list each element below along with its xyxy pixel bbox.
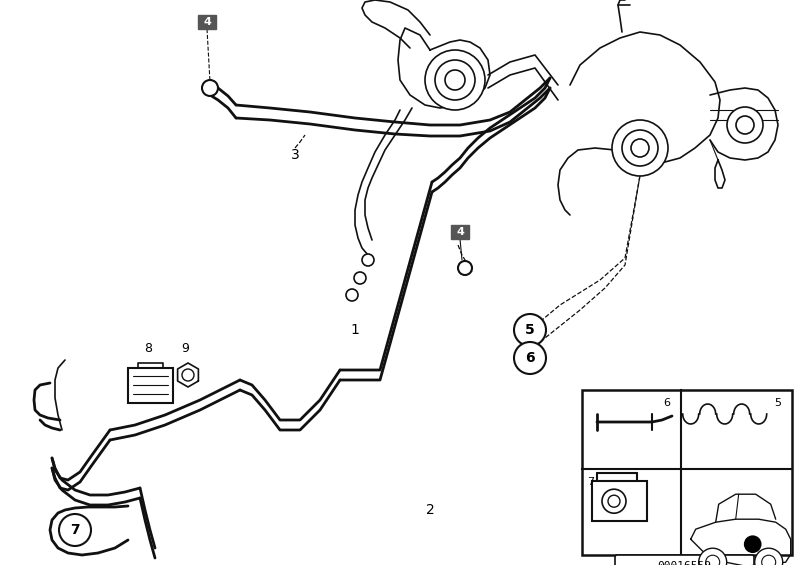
Circle shape <box>202 80 218 96</box>
Text: 8: 8 <box>144 341 152 354</box>
Circle shape <box>698 548 727 565</box>
Circle shape <box>182 369 194 381</box>
Text: 6: 6 <box>663 398 670 408</box>
Circle shape <box>612 120 668 176</box>
Text: 00016559: 00016559 <box>657 561 711 565</box>
Circle shape <box>706 555 720 565</box>
Text: 4: 4 <box>456 227 464 237</box>
Circle shape <box>354 272 366 284</box>
Bar <box>451 225 469 239</box>
Circle shape <box>514 342 546 374</box>
Bar <box>128 368 173 403</box>
Circle shape <box>608 495 620 507</box>
Circle shape <box>761 555 776 565</box>
Bar <box>582 390 792 555</box>
FancyBboxPatch shape <box>615 555 754 565</box>
Text: 3: 3 <box>291 148 300 162</box>
Bar <box>592 481 647 521</box>
Text: 5: 5 <box>774 398 781 408</box>
Text: 9: 9 <box>181 341 189 354</box>
Circle shape <box>727 107 763 143</box>
Circle shape <box>631 139 649 157</box>
Circle shape <box>59 514 91 546</box>
Circle shape <box>362 254 374 266</box>
Circle shape <box>736 116 754 134</box>
Circle shape <box>458 261 472 275</box>
Circle shape <box>602 489 626 513</box>
Text: 7: 7 <box>70 523 80 537</box>
Text: 1: 1 <box>351 323 360 337</box>
Circle shape <box>745 536 761 552</box>
Circle shape <box>622 130 658 166</box>
Circle shape <box>435 60 475 100</box>
Text: 2: 2 <box>426 503 435 517</box>
Text: 4: 4 <box>203 17 211 27</box>
Text: 6: 6 <box>525 351 535 365</box>
Circle shape <box>514 314 546 346</box>
Text: 7: 7 <box>587 477 594 487</box>
Circle shape <box>445 70 465 90</box>
Text: 5: 5 <box>525 323 535 337</box>
Circle shape <box>425 50 485 110</box>
Circle shape <box>346 289 358 301</box>
Circle shape <box>755 548 783 565</box>
Bar <box>198 15 216 29</box>
